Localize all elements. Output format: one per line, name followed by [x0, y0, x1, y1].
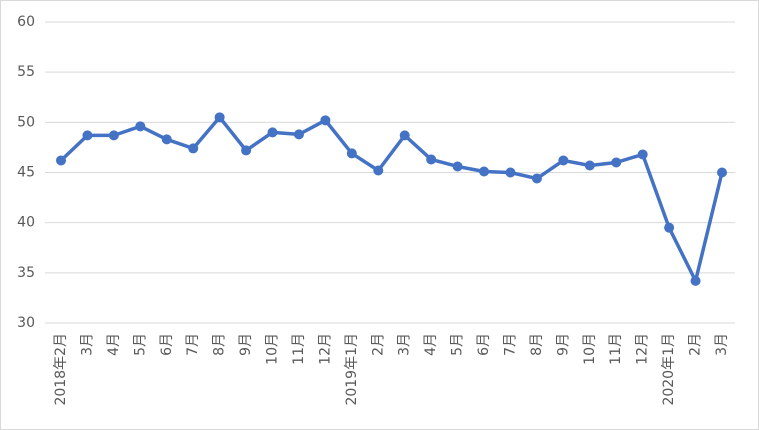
- x-tick-label: 2020年1月: [661, 333, 677, 406]
- x-tick-label: 7月: [185, 333, 201, 356]
- x-tick-label: 11月: [291, 333, 307, 365]
- data-point: [558, 155, 569, 166]
- x-tick-label: 8月: [212, 333, 228, 356]
- data-point: [690, 275, 701, 286]
- x-tick-label: 9月: [238, 333, 254, 356]
- y-tick-label: 60: [17, 14, 35, 30]
- x-tick-label: 6月: [476, 333, 492, 356]
- data-point: [241, 145, 252, 156]
- x-tick-label: 4月: [423, 333, 439, 356]
- data-point: [664, 222, 675, 233]
- x-tick-label: 8月: [529, 333, 545, 356]
- x-tick-label: 5月: [132, 333, 148, 356]
- x-tick-label: 10月: [582, 333, 598, 365]
- x-tick-label: 11月: [608, 333, 624, 365]
- data-point: [293, 129, 304, 140]
- data-point: [637, 149, 648, 160]
- x-tick-label: 3月: [397, 333, 413, 356]
- data-point: [399, 130, 410, 141]
- data-point: [82, 130, 93, 141]
- data-point: [584, 160, 595, 171]
- x-tick-label: 10月: [265, 333, 281, 365]
- x-tick-label: 2018年2月: [53, 333, 69, 406]
- data-point: [531, 173, 542, 184]
- x-tick-label: 2月: [370, 333, 386, 356]
- data-point: [267, 127, 278, 138]
- y-tick-label: 55: [17, 64, 35, 80]
- x-tick-label: 7月: [502, 333, 518, 356]
- data-point: [373, 165, 384, 176]
- data-point: [188, 143, 199, 154]
- x-tick-label: 2月: [688, 333, 704, 356]
- data-point: [611, 157, 622, 168]
- data-point: [479, 166, 490, 177]
- y-tick-label: 45: [17, 165, 35, 181]
- y-tick-label: 50: [17, 114, 35, 130]
- data-point: [426, 154, 437, 165]
- x-tick-label: 9月: [555, 333, 571, 356]
- y-tick-label: 40: [17, 215, 35, 231]
- y-tick-label: 35: [17, 265, 35, 281]
- data-point: [161, 134, 172, 145]
- data-point: [346, 148, 357, 159]
- data-point: [717, 167, 727, 178]
- x-tick-label: 6月: [159, 333, 175, 356]
- data-point: [452, 161, 463, 172]
- x-tick-label: 5月: [450, 333, 466, 356]
- x-tick-label: 3月: [79, 333, 95, 356]
- x-tick-label: 12月: [317, 333, 333, 365]
- y-tick-label: 30: [17, 315, 35, 331]
- data-point: [56, 155, 66, 166]
- x-tick-label: 2019年1月: [344, 333, 360, 406]
- x-tick-label: 4月: [106, 333, 122, 356]
- x-tick-label: 12月: [635, 333, 651, 365]
- data-point: [108, 130, 119, 141]
- data-point: [214, 112, 225, 123]
- data-point: [320, 115, 331, 126]
- data-point: [135, 121, 146, 132]
- data-point: [505, 167, 516, 178]
- x-tick-label: 3月: [714, 333, 730, 356]
